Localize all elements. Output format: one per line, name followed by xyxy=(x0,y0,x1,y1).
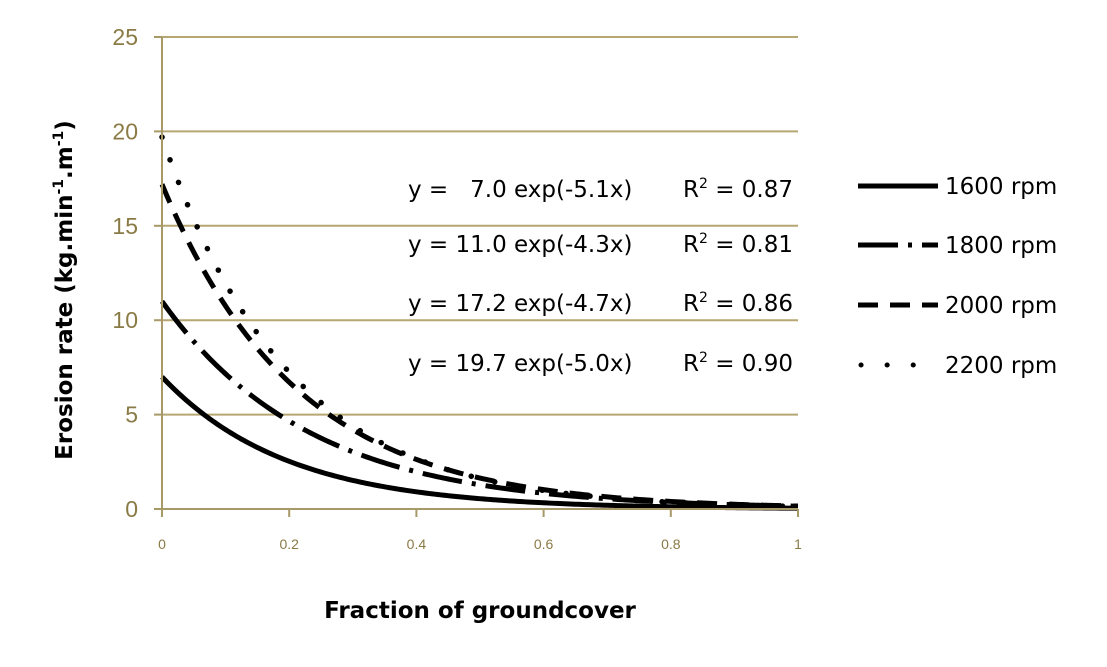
series-line-1600-rpm xyxy=(160,375,799,511)
legend-label-2000: 2000 rpm xyxy=(945,293,1057,319)
axes xyxy=(154,36,799,517)
y-axis-title: Erosion rate (kg.min-1.m-1) xyxy=(51,120,78,460)
equation-annotations: y = 7.0 exp(-5.1x) R2 = 0.87 y = 11.0 exp… xyxy=(408,176,793,377)
x-tick-label-5: 1 xyxy=(794,536,802,552)
x-tick-label-3: 0.6 xyxy=(534,536,554,552)
x-tick-label-1: 0.2 xyxy=(279,536,299,552)
x-axis-title: Fraction of groundcover xyxy=(324,598,636,624)
x-tick-label-0: 0 xyxy=(158,536,166,552)
y-tick-label-20: 20 xyxy=(112,118,138,144)
series-lines xyxy=(159,134,801,511)
legend-label-1800: 1800 rpm xyxy=(945,233,1057,259)
y-tick-label-5: 5 xyxy=(125,402,138,428)
equation-2200: y = 19.7 exp(-5.0x) R2 = 0.90 xyxy=(408,350,793,377)
equation-1800: y = 11.0 exp(-4.3x) R2 = 0.81 xyxy=(408,231,793,258)
legend: 1600 rpm 1800 rpm 2000 rpm 2200 rpm xyxy=(858,174,1057,379)
y-tick-label-25: 25 xyxy=(112,24,138,50)
x-tick-label-4: 0.8 xyxy=(661,536,681,552)
y-tick-label-10: 10 xyxy=(112,307,138,333)
gridlines xyxy=(162,36,798,416)
legend-label-2200: 2200 rpm xyxy=(945,353,1057,379)
equation-2000: y = 17.2 exp(-4.7x) R2 = 0.86 xyxy=(408,290,793,317)
series-line-2000-rpm xyxy=(159,183,799,509)
equation-1600: y = 7.0 exp(-5.1x) R2 = 0.87 xyxy=(408,176,793,203)
x-tick-label-2: 0.4 xyxy=(407,536,427,552)
legend-label-1600: 1600 rpm xyxy=(945,174,1057,200)
series-line-1800-rpm xyxy=(159,299,799,509)
y-tick-label-0: 0 xyxy=(125,496,138,522)
tick-labels: 0 5 10 15 20 25 0 0.2 0.4 0.6 0.8 1 xyxy=(112,24,802,552)
y-tick-label-15: 15 xyxy=(112,213,138,239)
